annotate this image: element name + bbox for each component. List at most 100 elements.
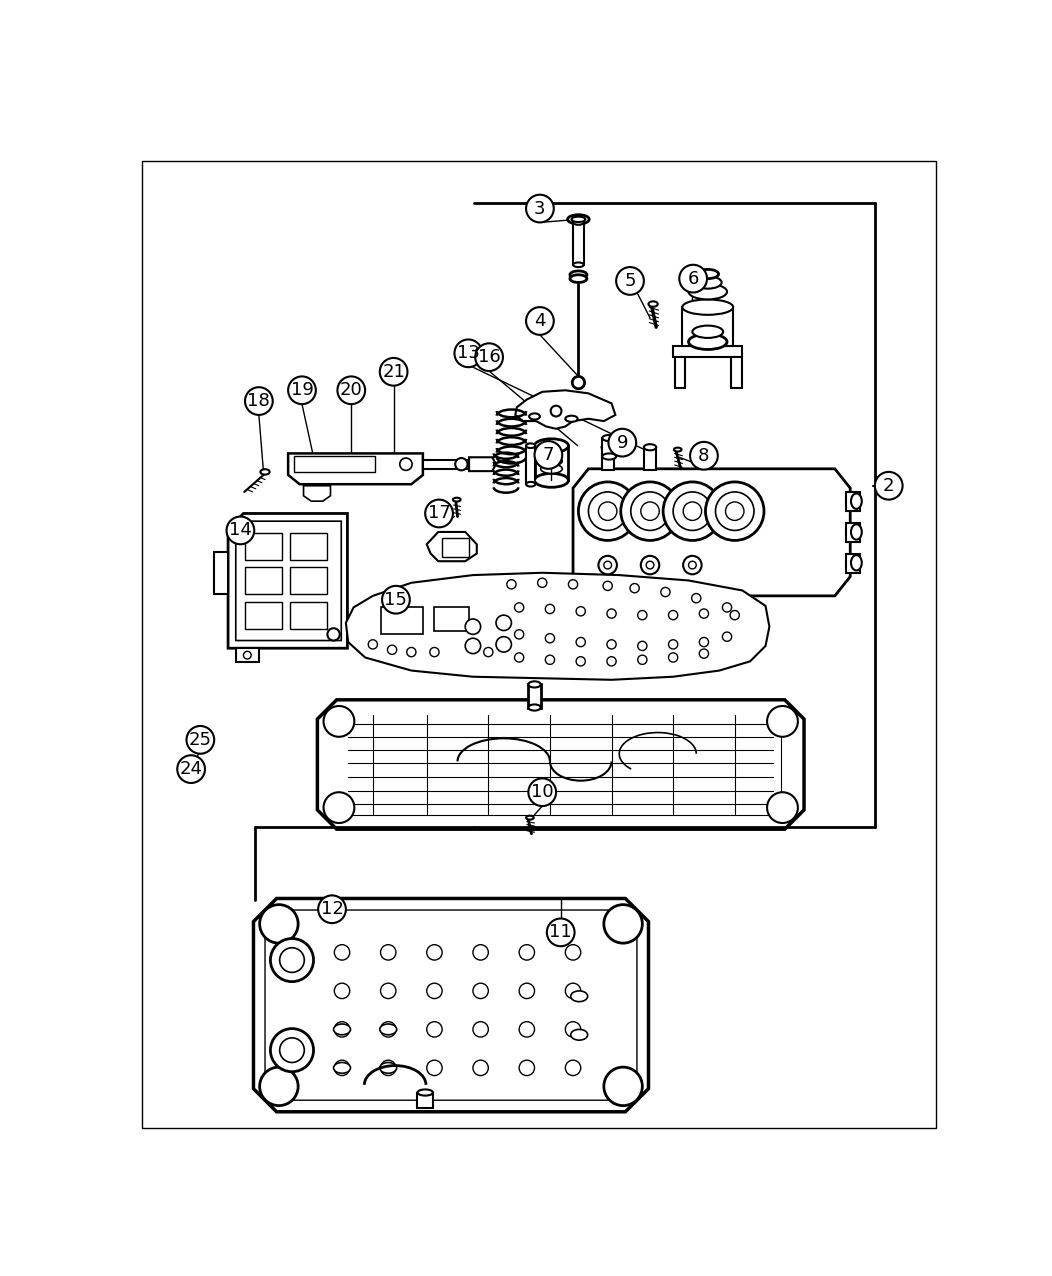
Circle shape: [604, 905, 643, 943]
Polygon shape: [236, 521, 341, 641]
Circle shape: [638, 642, 647, 651]
Ellipse shape: [571, 217, 585, 222]
Ellipse shape: [534, 473, 568, 487]
Circle shape: [646, 561, 654, 569]
Circle shape: [427, 984, 442, 999]
Text: 11: 11: [549, 924, 572, 942]
Circle shape: [324, 792, 355, 823]
Circle shape: [526, 195, 553, 222]
Bar: [573, 222, 584, 264]
Polygon shape: [515, 390, 615, 429]
Ellipse shape: [570, 271, 587, 278]
Circle shape: [382, 586, 410, 614]
Circle shape: [427, 1060, 442, 1076]
Circle shape: [683, 501, 702, 521]
Text: 15: 15: [384, 591, 407, 609]
Circle shape: [661, 587, 670, 597]
Circle shape: [484, 647, 493, 657]
Bar: [847, 493, 861, 512]
Text: 20: 20: [340, 382, 363, 399]
Bar: [245, 602, 282, 629]
Circle shape: [680, 264, 707, 292]
Circle shape: [534, 441, 562, 468]
Ellipse shape: [418, 1090, 432, 1096]
Circle shape: [465, 619, 481, 634]
Circle shape: [630, 583, 640, 593]
Circle shape: [668, 653, 677, 662]
Circle shape: [473, 1060, 488, 1076]
Circle shape: [327, 628, 340, 641]
Circle shape: [545, 605, 554, 614]
Ellipse shape: [380, 1023, 397, 1035]
Circle shape: [427, 1022, 442, 1037]
Circle shape: [196, 735, 208, 746]
Circle shape: [631, 493, 669, 531]
Circle shape: [519, 944, 534, 960]
Bar: [847, 523, 861, 542]
Circle shape: [691, 593, 701, 602]
Circle shape: [545, 634, 554, 643]
Circle shape: [186, 726, 215, 754]
Bar: [602, 448, 613, 471]
Circle shape: [528, 778, 557, 806]
Ellipse shape: [683, 300, 733, 315]
Circle shape: [338, 376, 365, 404]
Circle shape: [706, 482, 764, 541]
Circle shape: [456, 458, 467, 471]
Ellipse shape: [603, 435, 616, 441]
Circle shape: [335, 1060, 349, 1076]
Ellipse shape: [526, 482, 535, 486]
Circle shape: [280, 1037, 304, 1063]
Circle shape: [473, 984, 488, 999]
Polygon shape: [318, 699, 804, 829]
Circle shape: [538, 578, 547, 587]
Ellipse shape: [541, 457, 562, 466]
Circle shape: [616, 267, 644, 295]
Polygon shape: [423, 459, 469, 468]
Text: 4: 4: [534, 311, 546, 330]
Circle shape: [526, 308, 553, 334]
Bar: [644, 448, 656, 471]
Bar: [289, 568, 326, 595]
Polygon shape: [346, 573, 769, 680]
Circle shape: [335, 1022, 349, 1037]
Circle shape: [270, 1028, 313, 1072]
Circle shape: [387, 646, 397, 655]
Circle shape: [381, 1022, 396, 1037]
Circle shape: [608, 429, 636, 457]
Circle shape: [260, 905, 298, 943]
Bar: [245, 533, 282, 560]
Bar: [526, 445, 535, 484]
Bar: [418, 1092, 432, 1108]
Circle shape: [465, 638, 481, 653]
Ellipse shape: [851, 555, 862, 570]
Circle shape: [407, 647, 416, 657]
Circle shape: [599, 501, 616, 521]
Ellipse shape: [534, 439, 568, 453]
Circle shape: [673, 493, 711, 531]
Circle shape: [454, 339, 482, 367]
Circle shape: [381, 944, 396, 960]
Text: 18: 18: [247, 392, 270, 410]
Ellipse shape: [571, 991, 588, 1002]
Circle shape: [767, 706, 797, 736]
Ellipse shape: [333, 1063, 350, 1073]
Text: 7: 7: [543, 445, 554, 464]
Circle shape: [621, 482, 680, 541]
Ellipse shape: [528, 681, 541, 688]
Bar: [603, 438, 616, 457]
Ellipse shape: [674, 448, 682, 452]
Bar: [683, 308, 733, 346]
Circle shape: [565, 1022, 581, 1037]
Text: 5: 5: [624, 272, 635, 290]
Circle shape: [690, 441, 717, 470]
Ellipse shape: [851, 494, 862, 509]
Circle shape: [638, 655, 647, 665]
Circle shape: [579, 482, 636, 541]
Circle shape: [425, 500, 453, 527]
Polygon shape: [288, 453, 423, 484]
Circle shape: [700, 649, 709, 658]
Ellipse shape: [528, 704, 541, 711]
Text: 2: 2: [883, 477, 894, 495]
Circle shape: [243, 651, 251, 658]
